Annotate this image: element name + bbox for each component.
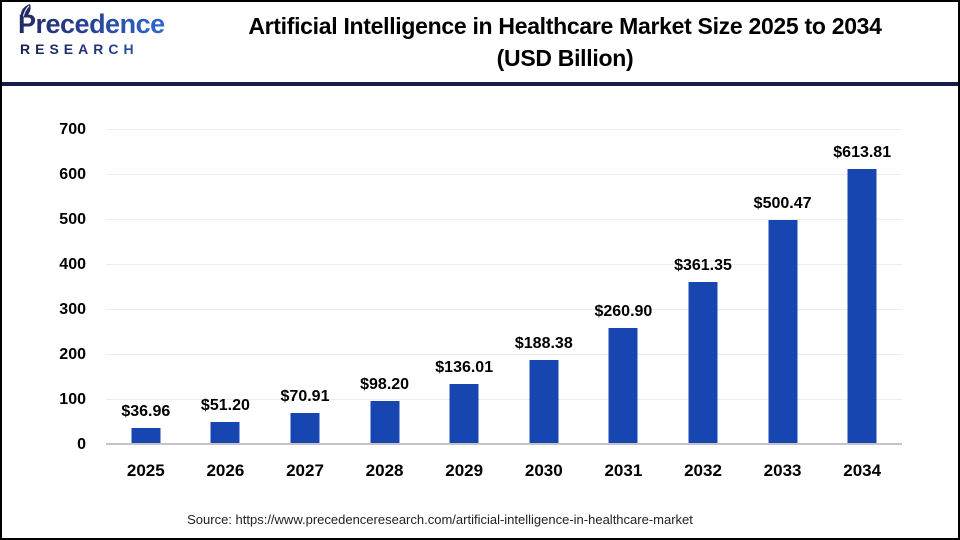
bar-value-label: $51.20 — [200, 396, 250, 414]
x-tick-label: 2033 — [763, 461, 802, 480]
leaf-icon — [19, 4, 33, 19]
bar-2028 — [370, 400, 400, 445]
x-axis-labels: 2025 2026 2027 2028 2029 2030 2031 2032 2033 2034 — [106, 455, 902, 481]
y-tick-label: 0 — [77, 436, 86, 453]
gridline — [106, 129, 902, 130]
header-divider — [2, 82, 958, 86]
gridline — [106, 264, 902, 265]
y-tick-label: 200 — [59, 346, 86, 364]
footer: Source: https://www.precedenceresearch.c… — [2, 500, 958, 538]
bar-2034 — [847, 168, 877, 445]
logo-subtext: RESEARCH — [20, 42, 178, 56]
bar-2032 — [688, 282, 718, 445]
bar-value-label: $500.47 — [753, 194, 812, 212]
plot-area: $36.96 $51.20 $70.91 $98.20 $136.01 $188.38 $2… — [106, 129, 902, 445]
x-axis-line — [106, 443, 902, 445]
x-tick-label: 2029 — [445, 461, 484, 480]
x-tick-label: 2034 — [843, 461, 882, 480]
gridline — [106, 219, 902, 220]
bar-2026 — [210, 421, 240, 445]
x-tick-label: 2026 — [206, 461, 245, 480]
header: Precedence RESEARCH Artificial Intellige… — [2, 2, 958, 82]
y-tick-label: 300 — [59, 301, 86, 318]
x-tick-label: 2025 — [126, 461, 165, 480]
bar-value-label: $98.20 — [360, 375, 410, 393]
bar-value-label: $36.96 — [121, 403, 171, 421]
y-tick-label: 700 — [59, 121, 86, 138]
precedence-research-logo: Precedence RESEARCH — [18, 4, 178, 56]
chart-title-line2: (USD Billion) — [496, 45, 634, 71]
bar-value-label: $613.81 — [833, 143, 892, 161]
chart-title: Artificial Intelligence in Healthcare Ma… — [177, 10, 953, 74]
y-axis-labels: 0 100 200 300 400 500 600 700 — [2, 121, 86, 453]
source-text: Source: https://www.precedenceresearch.c… — [187, 511, 693, 527]
x-tick-label: 2032 — [684, 461, 722, 480]
y-tick-label: 500 — [59, 211, 86, 228]
bar-chart: 0 100 200 300 400 500 600 700 $36.96 $51.20 $70.9… — [2, 86, 958, 500]
bar-2033 — [768, 219, 798, 445]
bar-value-label: $136.01 — [435, 358, 494, 376]
x-tick-label: 2031 — [604, 461, 643, 480]
bar-value-label: $361.35 — [674, 257, 732, 275]
y-tick-label: 600 — [59, 166, 86, 183]
chart-title-line1: Artificial Intelligence in Healthcare Ma… — [248, 13, 882, 39]
gridline — [106, 309, 902, 310]
bar-value-label: $188.38 — [514, 335, 573, 353]
x-tick-label: 2027 — [286, 461, 324, 480]
bar-2027 — [290, 413, 320, 445]
bar-value-label: $70.91 — [280, 388, 330, 406]
y-tick-label: 100 — [59, 391, 86, 409]
x-tick-label: 2030 — [524, 461, 563, 480]
gridline — [106, 354, 902, 355]
bar-2029 — [449, 383, 479, 445]
gridline — [106, 399, 902, 400]
bar-2030 — [529, 360, 559, 445]
bar-2025 — [131, 428, 161, 445]
bar-value-label: $260.90 — [594, 302, 653, 320]
gridline — [106, 174, 902, 175]
bar-2031 — [608, 327, 638, 445]
y-tick-label: 400 — [59, 256, 86, 274]
x-tick-label: 2028 — [365, 461, 404, 480]
logo-wordmark: Precedence — [18, 11, 178, 38]
